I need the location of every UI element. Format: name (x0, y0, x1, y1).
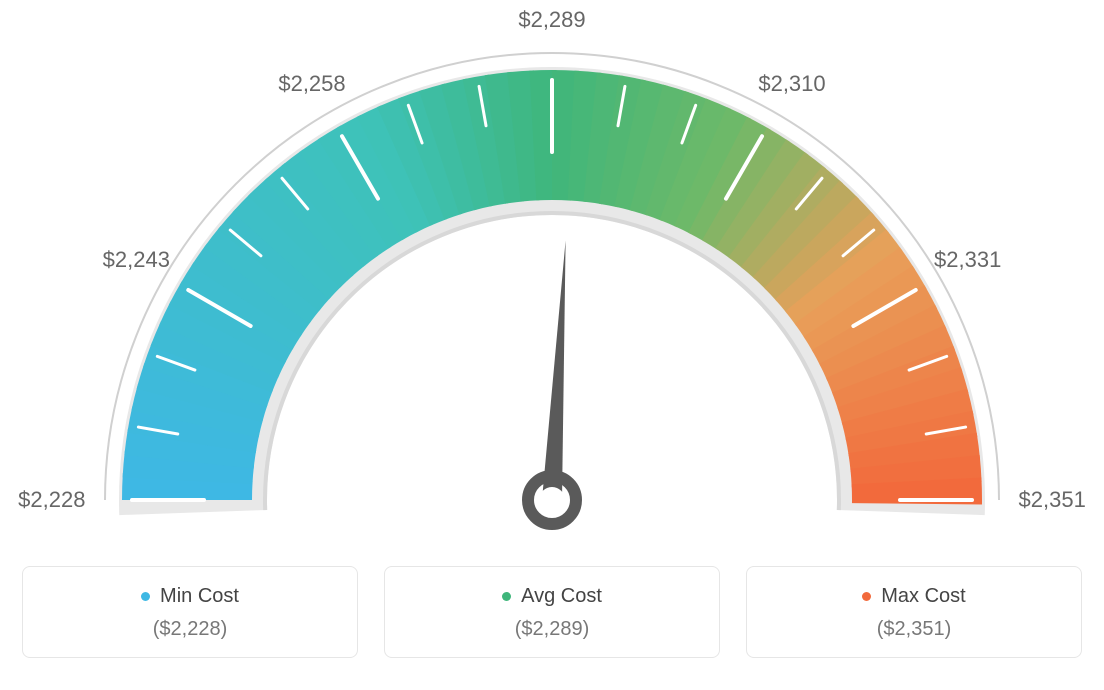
gauge-chart: $2,228$2,243$2,258$2,289$2,310$2,331$2,3… (22, 20, 1082, 550)
legend-value-min: ($2,228) (43, 618, 337, 641)
legend-card-min: Min Cost ($2,228) (22, 566, 358, 658)
legend-card-max: Max Cost ($2,351) (746, 566, 1082, 658)
legend-title-text: Min Cost (160, 585, 239, 608)
legend-value-max: ($2,351) (767, 618, 1061, 641)
legend-title-text: Avg Cost (521, 585, 602, 608)
legend-title-text: Max Cost (881, 585, 965, 608)
dot-icon (502, 592, 511, 601)
legend-card-avg: Avg Cost ($2,289) (384, 566, 720, 658)
legend-value-avg: ($2,289) (405, 618, 699, 641)
legend-title-avg: Avg Cost (502, 585, 602, 608)
legend-title-min: Min Cost (141, 585, 239, 608)
legend-row: Min Cost ($2,228) Avg Cost ($2,289) Max … (22, 566, 1082, 658)
dot-icon (862, 592, 871, 601)
cost-gauge-widget: $2,228$2,243$2,258$2,289$2,310$2,331$2,3… (20, 20, 1084, 658)
dot-icon (141, 592, 150, 601)
legend-title-max: Max Cost (862, 585, 965, 608)
